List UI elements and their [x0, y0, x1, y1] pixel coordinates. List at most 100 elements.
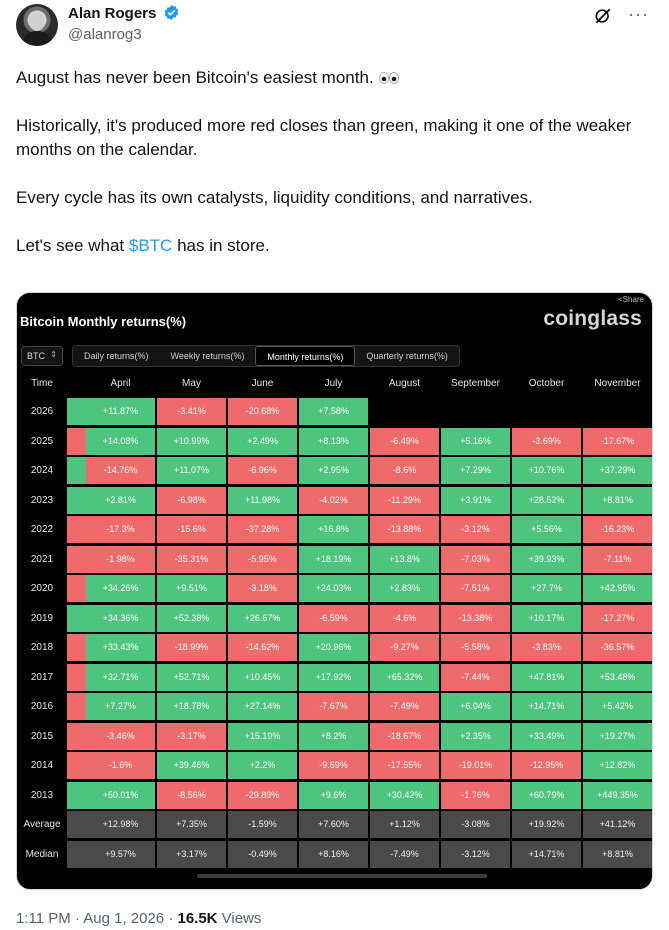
eyes-emoji-icon	[378, 72, 399, 84]
return-cell: -6.98%	[157, 486, 226, 514]
return-cell: -6.59%	[299, 604, 368, 632]
return-cell: +12.98%	[86, 811, 155, 838]
brand-logo: coinglass	[543, 307, 642, 330]
row-label: 2018	[30, 642, 54, 653]
share-button[interactable]: <Share	[618, 295, 644, 304]
return-cell: -5.58%	[441, 634, 510, 661]
table-row: 2014 -1.6% +39.46% +2.2% -9.69% -17.55% -19.01…	[17, 751, 652, 780]
return-cell: +7.60%	[299, 811, 368, 838]
previous-month-cell	[67, 693, 86, 720]
return-cell: -4.02%	[299, 486, 368, 514]
coin-select[interactable]: BTC ⇕	[21, 346, 63, 366]
column-header-may[interactable]: May	[182, 378, 201, 389]
return-cell: +17.92%	[299, 663, 368, 691]
return-cell: +2.83%	[370, 575, 439, 602]
row-label: Median	[25, 848, 59, 860]
tab-daily-returns[interactable]: Daily returns(%)	[84, 351, 149, 361]
avatar[interactable]	[16, 4, 58, 46]
share-icon: <	[617, 295, 623, 304]
return-cell: +11.07%	[157, 457, 226, 484]
row-label: 2019	[30, 612, 54, 624]
return-cell: -8.56%	[157, 781, 226, 809]
row-label: 2021	[30, 553, 54, 565]
table-row: Median +9.57% +3.17% -0.49% +8.16% -7.49% -3.1…	[17, 840, 652, 869]
previous-month-cell	[67, 575, 86, 602]
return-cell: +11.98%	[228, 486, 297, 514]
row-label: 2013	[30, 789, 54, 801]
tweet-line-4-end: has in store.	[172, 236, 270, 255]
returns-tabs: Daily returns(%) Weekly returns(%) Monthly…	[72, 345, 460, 367]
column-header-september[interactable]: September	[451, 378, 500, 389]
return-cell: -15.6%	[157, 516, 226, 543]
previous-month-cell	[67, 516, 86, 543]
return-cell: +50.01%	[86, 781, 155, 809]
return-cell: +8.2%	[299, 722, 368, 750]
return-cell: -3.08%	[441, 811, 510, 838]
return-cell: -7.49%	[370, 840, 439, 868]
column-header-august[interactable]: August	[388, 378, 421, 389]
column-header-october[interactable]: October	[528, 378, 565, 389]
column-header-june[interactable]: June	[251, 378, 274, 389]
return-cell: -4.6%	[370, 604, 439, 632]
return-cell: -7.11%	[583, 545, 652, 573]
return-cell: +7.35%	[157, 811, 226, 838]
cashtag-link[interactable]: $BTC	[128, 236, 173, 255]
horizontal-scrollbar[interactable]	[197, 874, 487, 878]
return-cell: +39.93%	[512, 545, 581, 573]
return-cell: -20.68%	[228, 398, 297, 425]
dropdown-icon: ⇕	[50, 350, 57, 359]
return-cell: -9.27%	[370, 634, 439, 661]
return-cell: +20.96%	[299, 634, 368, 661]
table-row: 2015 -3.46% -3.17% +15.19% +8.2% -18.67% +2.35…	[17, 722, 652, 751]
table-row: 2018 +33.43% -18.99% -14.62% +20.96% -9.27% -5…	[17, 633, 652, 662]
return-cell: -1.98%	[86, 545, 155, 573]
row-label: 2023	[30, 494, 54, 506]
attached-image[interactable]: <Share Bitcoin Monthly returns(%) coingl…	[16, 292, 653, 890]
return-cell: -18.67%	[370, 722, 439, 750]
previous-month-cell	[67, 486, 86, 514]
row-label: 2014	[30, 760, 54, 771]
timestamp[interactable]: 1:11 PM · Aug 1, 2026 ·	[16, 910, 178, 927]
views-label: Views	[217, 910, 262, 927]
return-cell: -7.67%	[299, 693, 368, 720]
return-cell: +9.57%	[86, 840, 155, 868]
column-header-july[interactable]: July	[324, 378, 343, 389]
share-label: Share	[622, 295, 644, 304]
return-cell: +37.29%	[583, 457, 652, 484]
table-row: 2016 +7.27% +18.78% +27.14% -7.67% -7.49% +6.0…	[17, 692, 652, 721]
row-label: 2017	[30, 671, 54, 683]
row-label: 2025	[30, 435, 54, 447]
column-header-november[interactable]: November	[594, 378, 641, 389]
table-row: 2021 -1.98% -35.31% -5.95% +18.19% +13.8% -7.0…	[17, 545, 652, 574]
tab-weekly-returns[interactable]: Weekly returns(%)	[170, 351, 245, 361]
return-cell: +34.36%	[86, 604, 155, 632]
return-cell: +10.76%	[512, 457, 581, 484]
return-cell: +2.35%	[441, 722, 510, 750]
grok-icon[interactable]	[593, 6, 613, 26]
tab-monthly-returns[interactable]: Monthly returns(%)	[255, 346, 356, 366]
row-label: 2015	[30, 730, 54, 742]
return-cell: +10.99%	[157, 427, 226, 455]
column-header-time: Time	[31, 378, 53, 389]
tweet-text: August has never been Bitcoin's easiest …	[16, 66, 653, 258]
previous-month-cell	[67, 811, 86, 838]
return-cell: -8.6%	[370, 457, 439, 484]
tweet-line-4-start: Let's see what	[16, 236, 129, 255]
return-cell: -17.27%	[583, 604, 652, 632]
return-cell: +32.71%	[86, 663, 155, 691]
previous-month-cell	[67, 752, 86, 779]
column-header-april[interactable]: April	[110, 378, 131, 389]
return-cell: +9.51%	[157, 575, 226, 602]
table-row: 2017 +32.71% +52.71% +10.45% +17.92% +65.32% -…	[17, 663, 652, 692]
author-handle[interactable]: @alanrog3	[68, 26, 142, 43]
tab-quarterly-returns[interactable]: Quarterly returns(%)	[366, 351, 448, 361]
previous-month-cell	[67, 545, 86, 573]
return-cell: +2.95%	[299, 457, 368, 484]
more-icon[interactable]: ···	[628, 4, 649, 24]
return-cell: -11.29%	[370, 486, 439, 514]
return-cell: +24.03%	[299, 575, 368, 602]
return-cell: -13.38%	[441, 604, 510, 632]
tweet-paragraph-3: Every cycle has its own catalysts, liqui…	[16, 188, 533, 207]
row-label: 2016	[30, 701, 54, 712]
author-name[interactable]: Alan Rogers	[68, 5, 157, 22]
